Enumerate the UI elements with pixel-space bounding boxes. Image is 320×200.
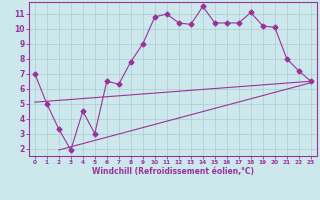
X-axis label: Windchill (Refroidissement éolien,°C): Windchill (Refroidissement éolien,°C) <box>92 167 254 176</box>
